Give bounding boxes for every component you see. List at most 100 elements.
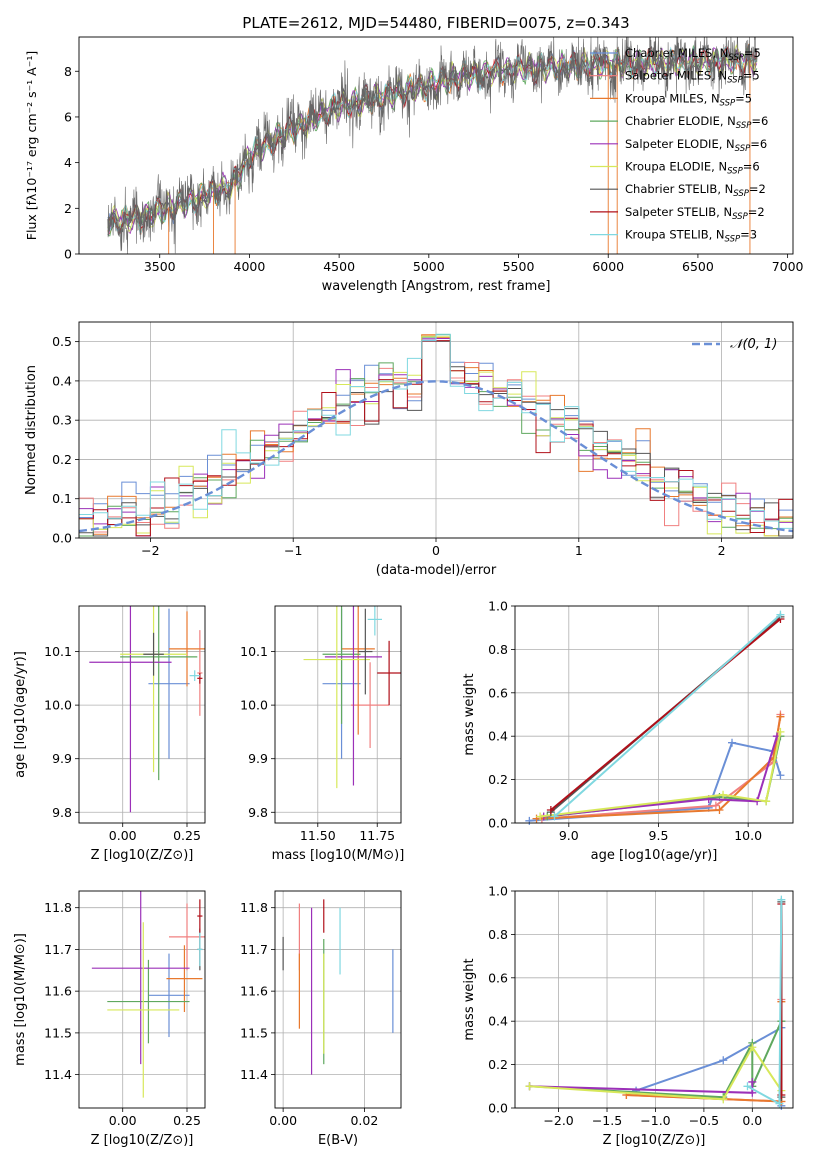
x-tick-label: 0.00 [269,1113,297,1128]
y-tick-label: 0.0 [52,531,72,546]
y-tick-label: 0.2 [488,772,508,787]
y-tick-label: 11.4 [44,1067,72,1082]
weight-marker [719,1056,728,1065]
weight-marker [525,1082,534,1091]
spectrum-data-line [107,37,758,254]
weight-marker [743,1082,752,1091]
x-tick-label: 9.5 [649,828,669,843]
legend-entry: Chabrier STELIB, NSSP=2 [625,182,766,199]
y-tick-label: 1.0 [488,884,508,899]
y-tick-label: 8 [64,64,72,79]
y-tick-label: 10.0 [44,698,72,713]
residuals-xlabel: (data-model)/error [376,563,497,578]
weight-marker [728,738,737,747]
x-tick-label: 2 [718,543,726,558]
x-tick-label: 0.25 [173,828,201,843]
gaussian-curve [79,380,793,533]
y-tick-label: 10.0 [240,698,268,713]
y-tick-label: 11.5 [44,1025,72,1040]
age_vs_mass-axes: 11.50 11.75 9.8 9.9 10.0 10.1 [240,606,401,843]
histogram-steps [79,333,793,537]
y-tick-label: 11.5 [240,1025,268,1040]
y-tick-label: 2 [64,201,72,216]
spectrum-frame [78,36,794,255]
spectrum-lines [107,37,758,254]
mass_vs_ebv-axes: 0.00 0.02 11.4 11.5 11.6 11.7 11.8 [240,891,401,1128]
y-tick-label: 0.1 [52,491,72,506]
x-tick-label: 11.50 [300,828,336,843]
weight-line [550,618,782,811]
y-tick-label: 11.7 [44,942,72,957]
x-tick-label: 4500 [323,259,355,274]
x-tick-label: 11.75 [359,828,395,843]
y-tick-label: 11.6 [240,984,268,999]
y-tick-label: 0.0 [488,816,508,831]
residuals-axes: −2 −1 0 1 2 0.0 0.1 0.2 0.3 0.4 0.5 [52,322,793,558]
x-tick-label: −1 [284,543,302,558]
x-tick-label: 0.0 [742,1113,762,1128]
weight-marker [776,610,785,619]
x-tick-label: 5000 [413,259,445,274]
weight-line [529,741,782,822]
y-tick-label: 9.9 [52,751,72,766]
y-tick-label: 0.5 [52,334,72,349]
y-tick-label: 0.0 [488,1101,508,1116]
legend-entry: Kroupa ELODIE, NSSP=6 [625,160,760,177]
weight_vs_age-ylabel: mass weight [462,673,477,755]
weight-marker [776,727,785,736]
legend-entry: Kroupa MILES, NSSP=5 [625,91,752,108]
weight-marker [748,1088,757,1097]
y-tick-label: 0.8 [488,642,508,657]
y-tick-label: 0.8 [488,927,508,942]
y-tick-label: 0.6 [488,685,508,700]
weight_vs_age-xlabel: age [log10(age/yr)] [591,848,718,863]
weight-marker [762,797,771,806]
weight-marker [536,812,545,821]
weight-marker [719,1095,728,1104]
y-tick-label: 9.8 [52,805,72,820]
y-tick-label: 4 [64,155,72,170]
weight-line [529,1045,783,1101]
mass_vs_ebv-xlabel: E(B-V) [318,1133,358,1148]
x-tick-label: 0.00 [109,828,137,843]
weight_vs_Z-series [525,895,786,1110]
y-tick-label: 0.2 [488,1057,508,1072]
age_vs_Z-axes: 0.00 0.25 9.8 9.9 10.0 10.1 [44,606,205,843]
x-tick-label: 10.0 [734,828,762,843]
x-tick-label: 5500 [503,259,535,274]
weight-line [539,731,782,818]
y-tick-label: 9.9 [248,751,268,766]
mass_vs_Z-frame [78,890,206,1109]
age_vs_Z-xlabel: Z [log10(Z/Z⊙)] [91,848,194,863]
age_vs_mass-xlabel: mass [log10(M/M⊙)] [272,848,405,863]
weight-line [543,735,778,818]
y-tick-label: 10.1 [240,644,268,659]
mass_vs_Z-xlabel: Z [log10(Z/Z⊙)] [91,1133,194,1148]
age_vs_Z-frame [78,605,206,824]
x-tick-label: 9.0 [559,828,579,843]
legend-entry: Kroupa STELIB, NSSP=3 [625,228,757,245]
legend-entry: Chabrier MILES, NSSP=5 [625,46,761,63]
mass_vs_Z-points [91,891,205,1098]
y-tick-label: 0.6 [488,970,508,985]
weight-marker [719,790,728,799]
x-tick-label: 4000 [234,259,266,274]
weight-marker [525,816,534,825]
y-tick-label: 6 [64,109,72,124]
weight-marker [777,895,786,904]
spectrum-xlabel: wavelength [Angstrom, rest frame] [322,279,551,294]
y-tick-label: 11.8 [240,900,268,915]
spectrum-axes: 3500 4000 4500 5000 5500 6000 6500 7000 0 2 4 6 8 [64,64,804,274]
legend-entry: Salpeter MILES, NSSP=5 [625,69,760,86]
age_vs_Z-ylabel: age [log10(age/yr)] [13,651,28,778]
y-tick-label: 11.7 [240,942,268,957]
weight_vs_Z-ylabel: mass weight [462,958,477,1040]
weight-marker [775,1099,784,1108]
y-tick-label: 0 [64,247,72,262]
histogram-series [79,333,793,537]
x-tick-label: 3500 [144,259,176,274]
weight-line [553,613,782,818]
y-tick-label: 0.2 [52,452,72,467]
x-tick-label: 0 [432,543,440,558]
